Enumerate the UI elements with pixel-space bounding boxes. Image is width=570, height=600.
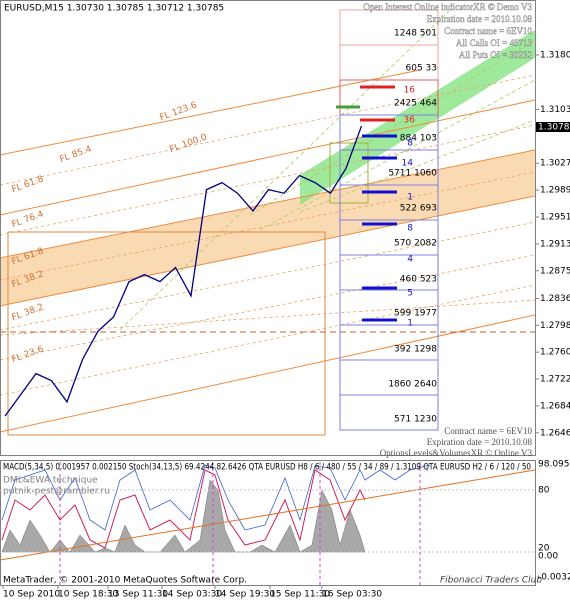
indicator-note: putnik-pest@rambler.ru xyxy=(3,487,110,497)
strike-count: 36 xyxy=(404,116,416,126)
options-footer: OptionsLevels&VolumesXR © Online V3 xyxy=(380,448,533,458)
option-level-label: 570 2082 xyxy=(394,239,437,249)
option-bars xyxy=(336,85,397,322)
indicator-axis-label: -0.00321 xyxy=(538,573,570,583)
target-rect xyxy=(329,142,369,204)
current-price-label: 1.30785 xyxy=(538,123,570,133)
oi-line: Open Interest Online indicatorXR © Demo … xyxy=(363,2,532,12)
option-level-label: 1248 501 xyxy=(394,29,437,39)
y-tick-label: 1.31803 xyxy=(540,50,570,60)
y-tick-label: 1.27983 xyxy=(540,321,570,331)
option-level-label: 1860 2640 xyxy=(388,380,437,390)
indicator-axis-label: 0.00 xyxy=(538,552,558,562)
y-tick-label: 1.31033 xyxy=(540,105,570,115)
current-price-tag xyxy=(536,122,570,133)
strike-count: 5 xyxy=(407,289,413,299)
indicator-header: MACD(5,34,5) 0.001957 0.002150 Stoch(34,… xyxy=(3,463,531,473)
fib-rect xyxy=(7,231,326,436)
club-label: Fibonacci Traders Club xyxy=(440,576,542,586)
option-level-label: 460 523 xyxy=(400,275,437,285)
strike-count: 16 xyxy=(404,86,416,96)
price-line xyxy=(4,125,363,417)
options-footer: Expiration date = 2010.10.08 xyxy=(427,437,533,447)
x-tick-label: 10 Sep 18:30 xyxy=(58,590,118,600)
fib-band xyxy=(1,150,535,306)
y-tick-label: 1.28363 xyxy=(540,294,570,304)
copyright: MetaTrader, © 2001-2010 MetaQuotes Softw… xyxy=(3,576,247,586)
option-level-label: 5711 1060 xyxy=(388,169,437,179)
x-tick-label: 14 Sep 03:30 xyxy=(162,590,222,600)
y-tick-label: 1.26463 xyxy=(540,428,570,438)
oi-line: All Puts OI = 30232 xyxy=(459,50,532,60)
x-tick-label: 15 Sep 11:30 xyxy=(270,590,330,600)
fib-lines xyxy=(1,69,535,433)
option-level-label: 2425 464 xyxy=(394,99,437,109)
oi-line: Contract name = 6EV10 xyxy=(444,26,532,36)
oi-line: All Calls OI = 45713 xyxy=(456,38,533,48)
y-tick-label: 1.27223 xyxy=(540,375,570,385)
indicator-axis-label: 80 xyxy=(538,486,550,496)
indicator-drawings xyxy=(0,462,536,585)
indicator-axis-label: 20 xyxy=(538,544,550,554)
strike-count: 8 xyxy=(407,224,413,234)
strike-count: 1 xyxy=(407,319,413,329)
main-pane-frame xyxy=(0,0,536,456)
oi-line: Expiration date = 2010.10.08 xyxy=(427,14,533,24)
y-tick-label: 1.26843 xyxy=(540,401,570,411)
option-level-label: 522 693 xyxy=(400,204,437,214)
fib-dashed xyxy=(1,74,535,396)
y-tick-label: 1.28753 xyxy=(540,266,570,276)
x-tick-label: 13 Sep 11:30 xyxy=(108,590,168,600)
x-tick-label: 14 Sep 19:30 xyxy=(215,590,275,600)
x-tick-label: 10 Sep 2010 xyxy=(3,590,60,600)
x-tick-label: 16 Sep 03:30 xyxy=(322,590,382,600)
indicator-pane-frame xyxy=(0,460,536,586)
indicator-note: DML&EWA technique xyxy=(3,476,98,486)
option-level-label: 605 33 xyxy=(406,64,438,74)
y-tick-label: 1.30273 xyxy=(540,159,570,169)
y-tick-label: 1.29513 xyxy=(540,213,570,223)
y-tick-label: 1.29133 xyxy=(540,239,570,249)
strike-count: 1 xyxy=(407,193,413,203)
option-level-label: 884 103 xyxy=(400,134,437,144)
options-footer: Contract name = 6EV10 xyxy=(444,426,532,436)
symbol-line: EURUSD,M15 1.30730 1.30785 1.30712 1.307… xyxy=(4,4,224,14)
strike-count: 8 xyxy=(407,139,413,149)
y-tick-label: 1.29893 xyxy=(540,186,570,196)
drawings xyxy=(1,9,535,436)
strike-count: 14 xyxy=(402,159,414,169)
level-boxes xyxy=(339,9,439,431)
option-level-label: 571 1230 xyxy=(394,415,437,425)
strike-count: 4 xyxy=(407,255,413,265)
green-lines xyxy=(119,9,535,331)
option-level-label: 599 1977 xyxy=(394,309,437,319)
option-level-label: 392 1298 xyxy=(394,345,437,355)
y-tick-label: 1.27603 xyxy=(540,348,570,358)
